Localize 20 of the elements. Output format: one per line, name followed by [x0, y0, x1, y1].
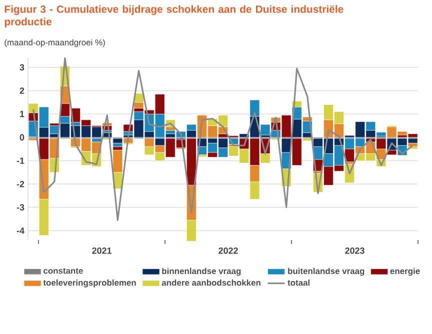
chart-title: Figuur 3 - Cumulatieve bijdrage schokken aan de Duitse industriële productie — [4, 5, 344, 28]
legend-label: energie — [390, 268, 420, 276]
y-tick-label: -3 — [16, 204, 24, 211]
x-tick-label: 2022 — [218, 248, 238, 254]
x-tick-label: 2023 — [345, 248, 364, 254]
legend-label: toeleveringsproblemen — [43, 279, 136, 288]
y-tick-label: 2 — [20, 88, 24, 94]
legend-label: buitenlandse vraag — [288, 268, 364, 276]
y-tick-label: 3 — [20, 64, 24, 71]
legend-label: andere aanbodschokken — [162, 279, 260, 286]
x-tick-label: 2021 — [92, 248, 112, 254]
y-tick-label: 0 — [20, 134, 24, 141]
legend-label: constante — [44, 268, 83, 274]
y-tick-label: -1 — [16, 158, 24, 164]
legend-label: totaal — [288, 279, 310, 286]
y-tick-label: -4 — [16, 228, 24, 234]
chart-subtitle: (maand-op-maandgroei %) — [4, 39, 105, 48]
y-tick-label: -2 — [16, 180, 24, 188]
legend-label: binnenlandse vraag — [162, 268, 241, 276]
y-tick-label: 1 — [20, 110, 24, 118]
